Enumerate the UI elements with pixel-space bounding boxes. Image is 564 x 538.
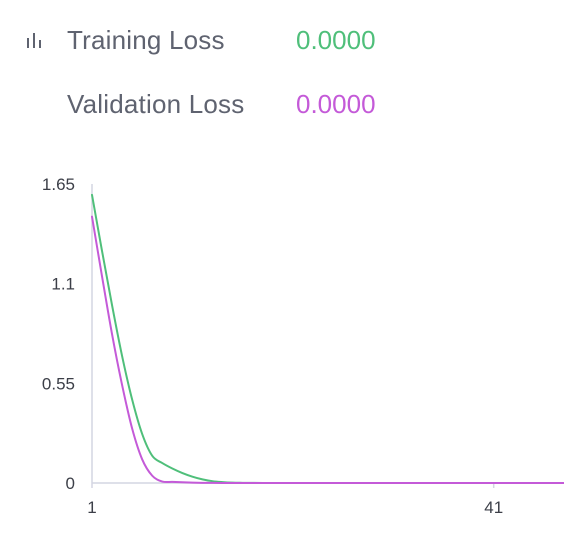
series-line-validation-loss[interactable] xyxy=(91,215,564,485)
chart-legend: Training Loss 0.0000 Validation Loss 0.0… xyxy=(0,0,564,140)
legend-item-training-loss[interactable]: Training Loss 0.0000 xyxy=(0,20,564,60)
y-tick-label: 0 xyxy=(66,474,75,493)
x-tick-label: 1 xyxy=(87,498,96,517)
legend-label-training-loss: Training Loss xyxy=(67,25,225,55)
legend-label-validation-loss: Validation Loss xyxy=(67,89,245,119)
legend-value-validation-loss: 0.0000 xyxy=(296,89,376,119)
chart-tick-labels: 1.65 1.1 0.55 01 41 xyxy=(42,175,503,517)
y-tick-label: 1.1 xyxy=(51,275,75,294)
y-tick-label: 1.65 xyxy=(42,175,75,194)
y-tick-label: 0.55 xyxy=(42,374,75,393)
chart-axes xyxy=(91,184,564,488)
series-line-training-loss[interactable] xyxy=(91,193,564,485)
chart-series-layer xyxy=(91,193,564,485)
bar-chart-icon[interactable] xyxy=(26,32,44,48)
x-tick-label: 41 xyxy=(484,498,503,517)
legend-item-validation-loss[interactable]: Validation Loss 0.0000 xyxy=(0,84,564,124)
legend-value-training-loss: 0.0000 xyxy=(296,25,376,55)
